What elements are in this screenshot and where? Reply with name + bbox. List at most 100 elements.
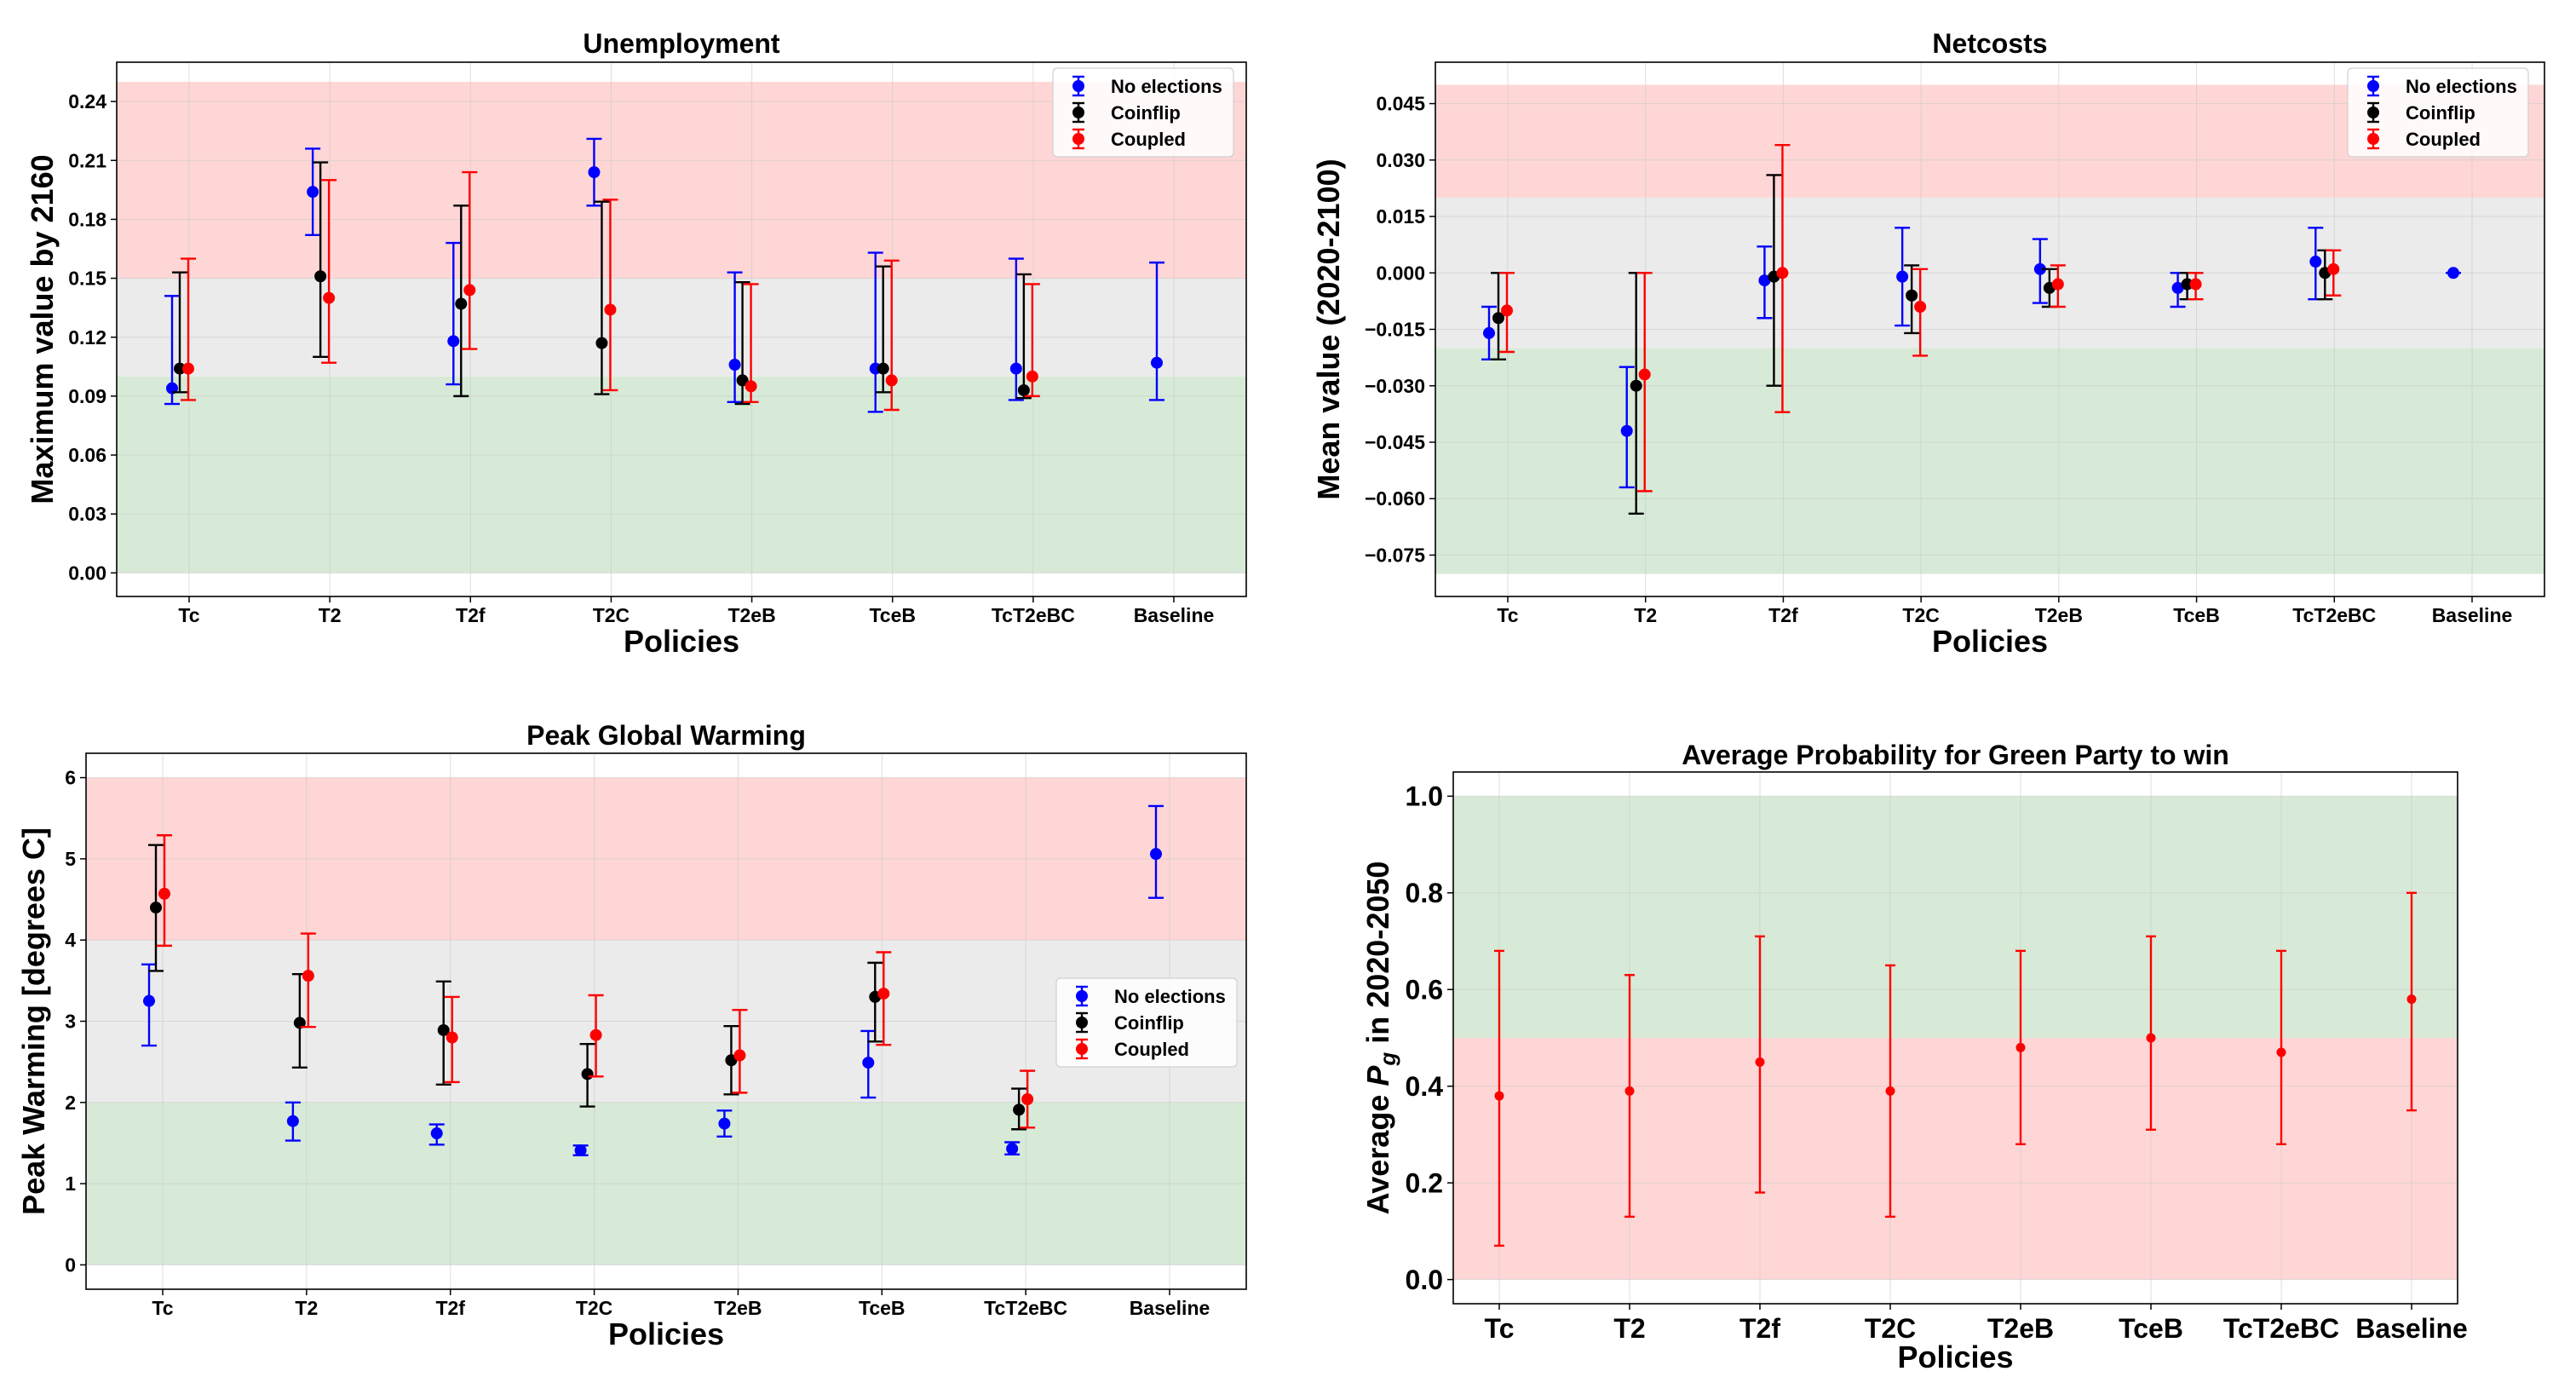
band-red (1453, 1038, 2458, 1280)
chart-title: Average Probability for Green Party to w… (1682, 740, 2229, 770)
data-point (877, 362, 889, 375)
data-point (2033, 262, 2046, 275)
data-point (1896, 270, 1909, 283)
x-tick-label: T2 (1613, 1313, 1645, 1344)
y-tick-label: 0.09 (68, 385, 106, 407)
data-point (1013, 1103, 1026, 1116)
x-tick-label: TceB (2119, 1313, 2183, 1344)
x-tick-label: Baseline (1134, 604, 1215, 626)
chart-panel-4: 0.0 0.2 0.4 0.6 0.8 1.0 Tc T2 T2f T2C T2eB TceB TcT2… (1360, 740, 2468, 1374)
legend-marker-dot (2367, 80, 2379, 92)
legend-entry-label: No elections (1111, 76, 1222, 97)
data-point (1006, 1143, 1019, 1155)
y-tick-label: −0.030 (1365, 375, 1425, 397)
data-point (1021, 1092, 1034, 1105)
data-point (143, 994, 155, 1007)
y-tick-label: 6 (65, 767, 76, 789)
legend-marker-dot (2367, 133, 2379, 145)
data-point (455, 297, 468, 310)
y-tick-label: 0.18 (68, 208, 106, 230)
data-point (174, 362, 186, 375)
data-point (1755, 1057, 1765, 1067)
y-axis-label: Maximum value by 2160 (25, 154, 60, 504)
y-tick-label: 3 (65, 1011, 76, 1033)
data-point (1624, 1086, 1635, 1096)
data-point (1483, 326, 1495, 339)
data-point (437, 1023, 450, 1036)
data-point (286, 1115, 299, 1127)
y-tick-label: −0.060 (1365, 487, 1425, 510)
data-point (447, 335, 460, 348)
data-point (733, 1049, 746, 1062)
y-tick-label: 0.6 (1406, 974, 1443, 1005)
data-point (1758, 274, 1771, 287)
axes-frame (1452, 771, 2458, 1305)
data-point (718, 1117, 731, 1130)
data-point (158, 887, 170, 900)
data-point (1620, 424, 1633, 437)
x-tick-label: Baseline (1130, 1297, 1210, 1319)
y-tick-label: 0.06 (68, 444, 106, 466)
data-point (430, 1127, 443, 1140)
y-tick-label: −0.015 (1365, 319, 1425, 341)
x-tick-label: Tc (152, 1297, 173, 1319)
x-tick-label: Tc (178, 604, 199, 626)
data-point (2051, 278, 2064, 291)
legend-entry-label: No elections (2406, 76, 2517, 97)
chart-title: Unemployment (583, 28, 779, 59)
y-axis-label-subscript: g (1375, 1052, 1400, 1067)
legend-marker-dot (1072, 107, 1084, 118)
y-tick-label: 1 (65, 1172, 76, 1195)
data-point (1638, 368, 1651, 381)
data-point (1630, 379, 1642, 392)
x-tick-label: T2eB (727, 604, 775, 626)
x-tick-label: Tc (1497, 604, 1518, 626)
y-tick-label: 5 (65, 848, 76, 870)
y-tick-label: 0.00 (68, 562, 106, 584)
x-tick-label: T2C (576, 1297, 612, 1319)
legend-entry-label: Coupled (1114, 1039, 1189, 1060)
data-point (2406, 994, 2417, 1005)
x-tick-label: T2eB (1987, 1313, 2054, 1344)
data-point (302, 970, 314, 982)
x-tick-label: T2C (593, 604, 630, 626)
y-axis-label-symbol: P (1360, 1065, 1395, 1086)
x-tick-label: Tc (1485, 1313, 1515, 1344)
data-point (2189, 278, 2202, 291)
x-tick-label: T2 (295, 1297, 318, 1319)
x-tick-label: T2f (435, 1297, 465, 1319)
data-point (463, 284, 476, 297)
y-tick-label: 0.21 (68, 149, 106, 171)
y-tick-label: 0.0 (1406, 1265, 1443, 1295)
x-tick-label: T2C (1902, 604, 1939, 626)
y-axis-label-suffix: in 2020-2050 (1360, 861, 1395, 1052)
data-point (2276, 1047, 2286, 1057)
band-green (117, 376, 1246, 573)
data-point (728, 358, 741, 371)
y-axis-label: Peak Warming [degrees C] (16, 827, 51, 1215)
x-tick-label: T2f (1739, 1313, 1780, 1344)
y-tick-label: 0.4 (1406, 1071, 1444, 1102)
legend-entry-label: Coupled (2406, 129, 2481, 150)
x-tick-label: T2eB (2035, 604, 2083, 626)
x-tick-label: TceB (869, 604, 916, 626)
data-point (1501, 304, 1513, 317)
x-axis-label: Policies (1932, 624, 2048, 659)
data-point (588, 166, 601, 179)
x-tick-label: T2 (319, 604, 342, 626)
data-point (2309, 256, 2322, 268)
legend-marker-dot (1072, 80, 1084, 92)
legend-entry-label: Coinflip (1114, 1012, 1184, 1034)
data-point (1885, 1086, 1895, 1096)
data-point (307, 186, 319, 199)
data-point (589, 1028, 602, 1041)
x-tick-label: T2eB (714, 1297, 762, 1319)
data-point (604, 303, 617, 316)
legend-marker-dot (1076, 990, 1088, 1002)
chart-title: Netcosts (1932, 28, 2047, 59)
x-tick-label: T2 (1634, 604, 1657, 626)
band-green (1435, 348, 2544, 574)
legend-marker-dot (1072, 133, 1084, 145)
data-point (2015, 1042, 2026, 1052)
